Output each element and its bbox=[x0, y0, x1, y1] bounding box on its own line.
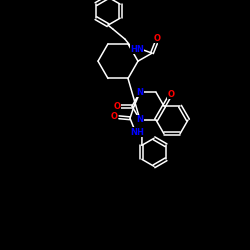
Text: N: N bbox=[136, 116, 143, 124]
Text: O: O bbox=[110, 112, 117, 121]
Text: HN: HN bbox=[130, 45, 144, 54]
Text: N: N bbox=[136, 88, 143, 97]
Text: O: O bbox=[114, 102, 120, 111]
Text: O: O bbox=[168, 90, 174, 98]
Text: O: O bbox=[154, 34, 160, 43]
Text: NH: NH bbox=[130, 128, 144, 137]
